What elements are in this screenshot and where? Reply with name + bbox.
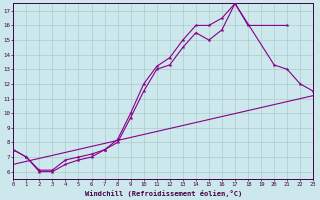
X-axis label: Windchill (Refroidissement éolien,°C): Windchill (Refroidissement éolien,°C) bbox=[84, 190, 242, 197]
